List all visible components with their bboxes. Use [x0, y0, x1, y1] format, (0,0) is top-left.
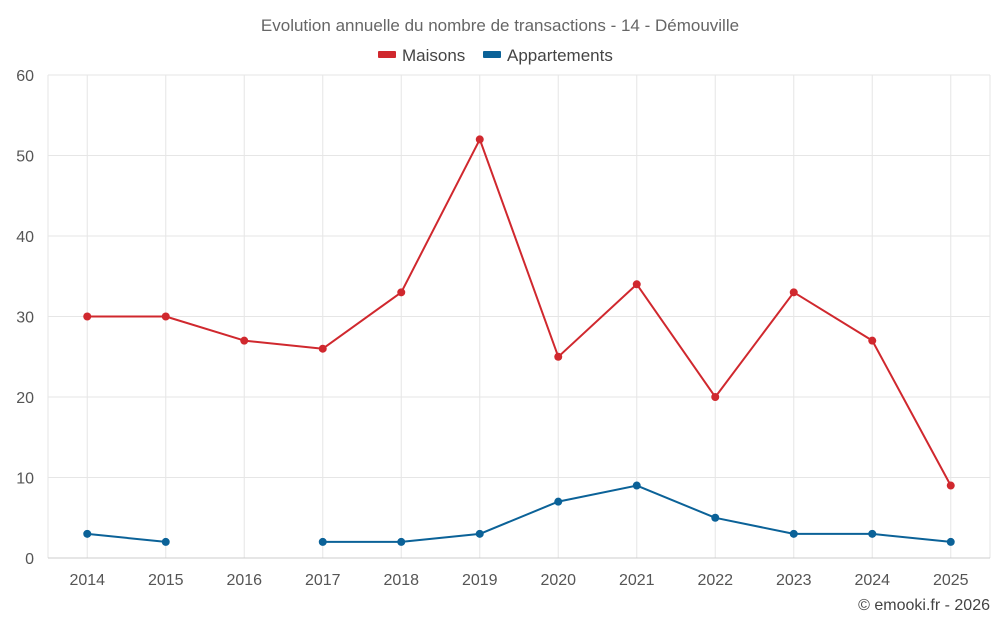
y-tick-label-30: 30: [16, 310, 34, 327]
y-tick-label-40: 40: [16, 229, 34, 246]
x-tick-label-2024: 2024: [854, 572, 890, 589]
point-maisons-2016[interactable]: [240, 336, 249, 345]
x-tick-label-2018: 2018: [383, 572, 419, 589]
x-tick-label-2022: 2022: [697, 572, 733, 589]
point-maisons-2024[interactable]: [868, 336, 877, 345]
series[interactable]: [83, 135, 955, 546]
point-appartements-2018[interactable]: [397, 537, 406, 546]
x-axis-ticks: 2014 2015 2016 2017 2018 2019 2020 2021 2022 2023…: [69, 572, 968, 589]
x-tick-label-2021: 2021: [619, 572, 655, 589]
y-tick-label-60: 60: [16, 68, 34, 85]
y-tick-label-20: 20: [16, 390, 34, 407]
y-tick-label-10: 10: [16, 471, 34, 488]
series-line-appartements-0[interactable]: [87, 532, 166, 543]
x-tick-label-2016: 2016: [226, 572, 262, 589]
point-appartements-2023[interactable]: [789, 529, 798, 538]
x-tick-label-2015: 2015: [148, 572, 184, 589]
point-maisons-2023[interactable]: [789, 288, 798, 297]
point-maisons-2020[interactable]: [554, 352, 563, 361]
point-appartements-2014[interactable]: [83, 529, 92, 538]
y-tick-label-0: 0: [25, 551, 34, 568]
point-maisons-2025[interactable]: [946, 481, 955, 490]
point-appartements-2019[interactable]: [475, 529, 484, 538]
series-line-maisons-0[interactable]: [87, 138, 952, 487]
grid: [47, 74, 991, 559]
point-maisons-2018[interactable]: [397, 288, 406, 297]
x-tick-label-2014: 2014: [69, 572, 105, 589]
point-appartements-2015[interactable]: [161, 537, 170, 546]
series-appartements[interactable]: [83, 481, 955, 546]
x-tick-label-2025: 2025: [933, 572, 969, 589]
point-appartements-2020[interactable]: [554, 497, 563, 506]
series-maisons[interactable]: [83, 135, 955, 490]
point-maisons-2022[interactable]: [711, 393, 720, 401]
point-maisons-2015[interactable]: [161, 312, 170, 321]
x-tick-label-2023: 2023: [776, 572, 812, 589]
x-tick-label-2020: 2020: [540, 572, 576, 589]
point-maisons-2019[interactable]: [475, 135, 484, 144]
chart-title: Evolution annuelle du nombre de transact…: [261, 16, 739, 35]
y-axis-ticks: 0 10 20 30 40 50 60: [16, 68, 34, 568]
legend-swatch-appartements[interactable]: [483, 51, 501, 58]
point-appartements-2022[interactable]: [711, 513, 720, 522]
point-appartements-2021[interactable]: [632, 481, 641, 490]
point-appartements-2025[interactable]: [946, 537, 955, 546]
y-tick-label-50: 50: [16, 149, 34, 166]
x-tick-label-2019: 2019: [462, 572, 498, 589]
point-appartements-2017[interactable]: [318, 537, 327, 546]
point-appartements-2024[interactable]: [868, 529, 877, 538]
credit-text: © emooki.fr - 2026: [858, 597, 990, 614]
point-maisons-2021[interactable]: [632, 280, 641, 289]
x-tick-label-2017: 2017: [305, 572, 341, 589]
legend[interactable]: Maisons Appartements: [378, 46, 613, 65]
point-maisons-2017[interactable]: [318, 344, 327, 353]
legend-label-maisons[interactable]: Maisons: [402, 46, 465, 65]
legend-swatch-maisons[interactable]: [378, 51, 396, 58]
point-maisons-2014[interactable]: [83, 312, 92, 321]
legend-label-appartements[interactable]: Appartements: [507, 46, 613, 65]
